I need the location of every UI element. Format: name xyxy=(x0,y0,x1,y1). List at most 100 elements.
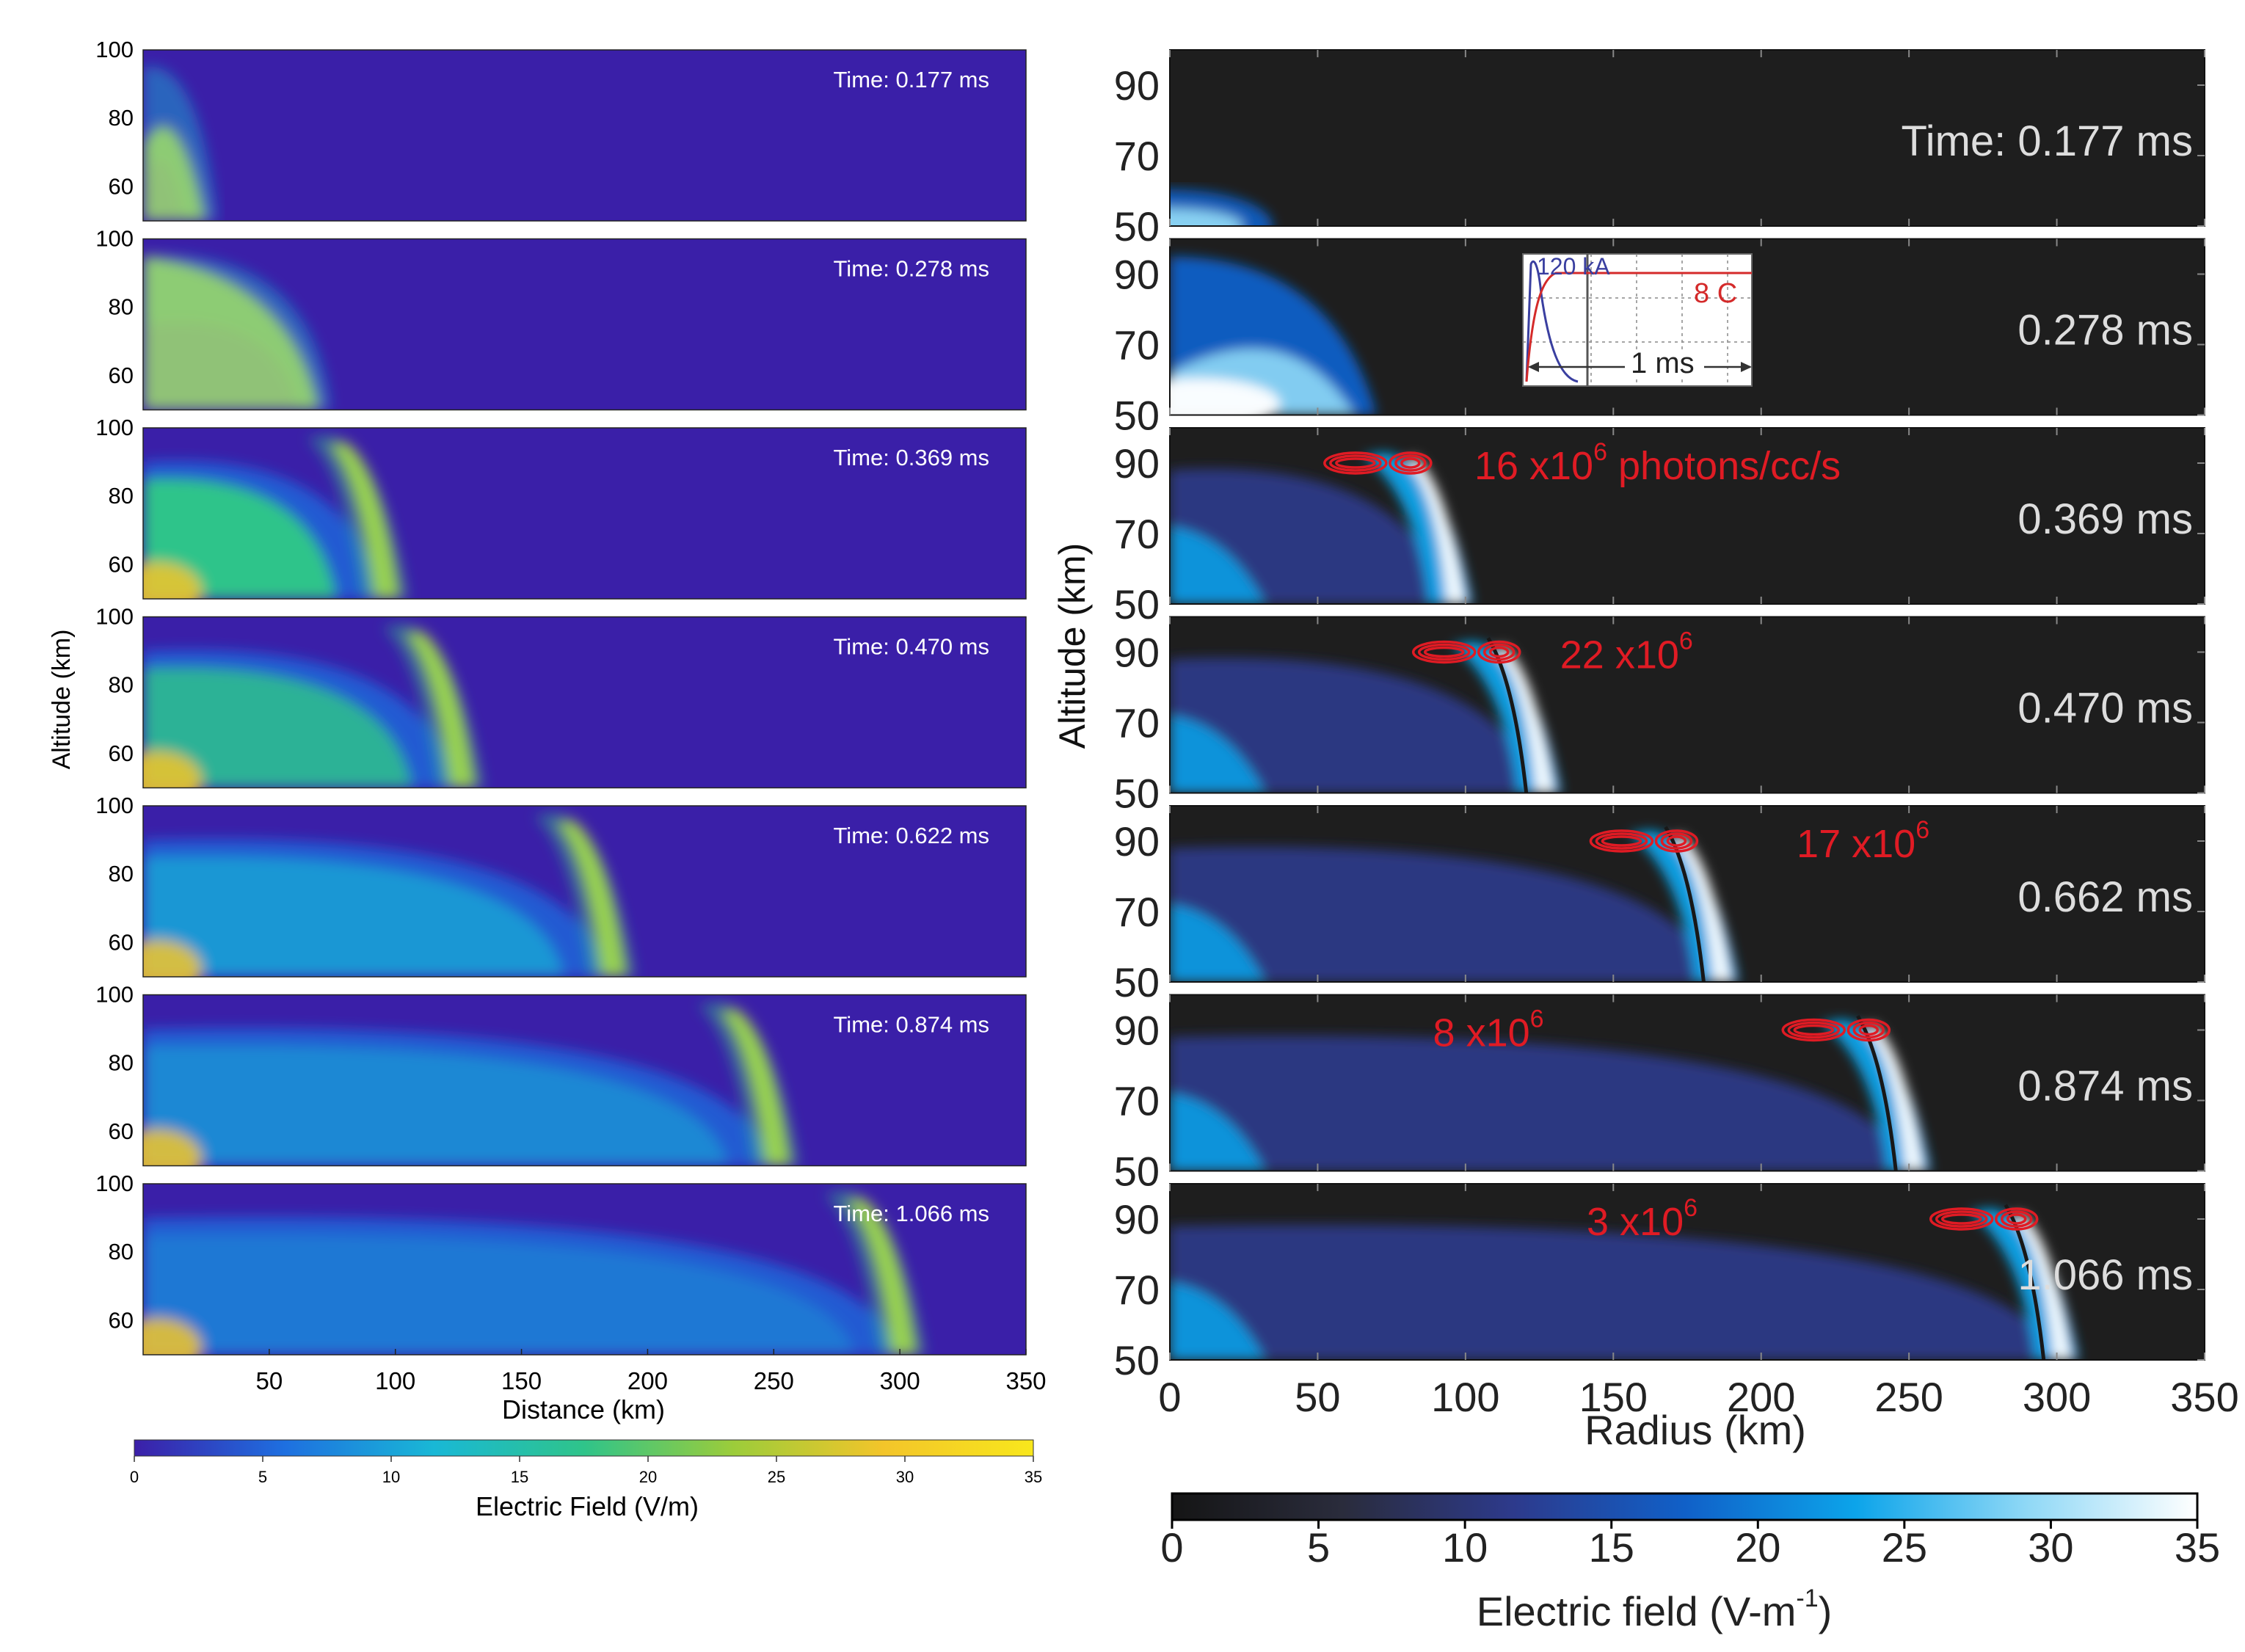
right-cb-tick: 35 xyxy=(2175,1524,2220,1571)
left-panel xyxy=(143,806,1026,977)
right-panel xyxy=(1170,994,2205,1171)
left-x-axis-label: Distance (km) xyxy=(502,1394,665,1424)
left-time-label: Time: 0.369 ms xyxy=(834,445,989,470)
field-glow xyxy=(1170,189,1273,226)
left-y-tick: 60 xyxy=(109,173,134,199)
left-y-axis-label: Altitude (km) xyxy=(48,630,76,770)
right-x-tick: 100 xyxy=(1431,1374,1499,1420)
left-x-tick: 250 xyxy=(754,1367,794,1394)
right-x-tick: 50 xyxy=(1295,1374,1340,1420)
inset-charge-curve xyxy=(1525,272,1752,382)
field-glow xyxy=(1170,641,1562,793)
field-glow xyxy=(1170,452,1473,604)
right-time-label: 1.066 ms xyxy=(2017,1251,2193,1299)
right-time-label: 0.874 ms xyxy=(2017,1063,2193,1110)
left-x-tick: 300 xyxy=(880,1367,920,1394)
left-y-tick: 80 xyxy=(109,294,134,320)
inset-current-label: 120 kA xyxy=(1537,253,1610,280)
right-x-tick: 350 xyxy=(2170,1374,2238,1420)
right-panel xyxy=(1170,50,2205,226)
inset-duration-label: 1 ms xyxy=(1631,347,1695,379)
right-colorbar-ticks: 0 5 10 15 20 25 30 35 xyxy=(1160,1520,2220,1571)
left-y-tick: 100 xyxy=(95,982,134,1008)
left-cb-tick: 0 xyxy=(130,1468,139,1486)
field-glow xyxy=(1170,256,1377,415)
right-colorbar-label-exp: -1 xyxy=(1796,1584,1818,1612)
left-panel xyxy=(143,616,1026,788)
annotation-base: 8 x10 xyxy=(1433,1011,1530,1055)
left-colorbar-label: Electric Field (V/m) xyxy=(476,1491,699,1521)
left-y-tick: 100 xyxy=(95,37,134,62)
field-glow xyxy=(143,255,331,410)
left-time-label: Time: 0.470 ms xyxy=(834,634,989,660)
right-panel xyxy=(1170,616,2205,793)
field-glow xyxy=(1170,830,1739,982)
annotation-exp: 6 xyxy=(1679,627,1693,655)
left-y-tick: 60 xyxy=(109,363,134,388)
annotation-base: 3 x10 xyxy=(1587,1200,1684,1244)
annotation-suffix: photons/cc/s xyxy=(1607,444,1841,488)
inset-arrow-head-left xyxy=(1528,362,1539,372)
left-x-tick: 200 xyxy=(627,1367,668,1394)
emission-contours xyxy=(1929,1207,2039,1231)
photon-rate-annotation: 17 x106 xyxy=(1797,816,1929,866)
left-panel xyxy=(143,50,1026,221)
left-time-label: Time: 0.622 ms xyxy=(834,823,989,848)
right-axes: 5070905070905070905070905070905070905070… xyxy=(1114,50,2239,1420)
right-panel xyxy=(1170,428,2205,604)
right-time-label: 0.662 ms xyxy=(2017,873,2193,921)
right-y-tick: 70 xyxy=(1114,133,1160,179)
right-y-tick: 50 xyxy=(1114,1337,1160,1383)
right-time-label: 0.369 ms xyxy=(2017,495,2193,543)
left-y-tick: 60 xyxy=(109,551,134,577)
right-y-tick: 50 xyxy=(1114,959,1160,1005)
right-colorbar-label: Electric field (V-m-1) xyxy=(1477,1584,1833,1634)
right-panel xyxy=(1170,1184,2205,1360)
annotation-base: 16 x10 xyxy=(1474,444,1593,488)
annotation-exp: 6 xyxy=(1915,816,1929,844)
left-time-label: Time: 1.066 ms xyxy=(834,1201,989,1226)
left-time-label: Time: 0.278 ms xyxy=(834,256,989,282)
right-y-tick: 50 xyxy=(1114,393,1160,439)
left-panel xyxy=(143,239,1026,410)
left-y-tick: 100 xyxy=(95,1171,134,1196)
field-glow xyxy=(1170,1208,2079,1360)
left-x-tick: 150 xyxy=(501,1367,542,1394)
emission-contours xyxy=(1411,640,1521,664)
right-y-axis-label: Altitude (km) xyxy=(1052,543,1093,749)
right-time-label: 0.470 ms xyxy=(2017,685,2193,732)
inset-charge-label: 8 C xyxy=(1694,278,1737,309)
right-time-label: 0.278 ms xyxy=(2017,307,2193,354)
left-y-tick: 100 xyxy=(95,226,134,252)
field-glow xyxy=(143,434,409,599)
field-glow xyxy=(143,812,636,977)
right-time-label: Time: 0.177 ms xyxy=(1901,117,2193,165)
right-x-tick: 300 xyxy=(2023,1374,2091,1420)
field-glow xyxy=(143,1190,926,1355)
field-glow xyxy=(1170,1019,1932,1171)
right-cb-tick: 0 xyxy=(1160,1524,1183,1571)
right-cb-tick: 20 xyxy=(1735,1524,1780,1571)
left-panel xyxy=(143,994,1026,1166)
photon-rate-annotation: 8 x106 xyxy=(1433,1005,1544,1055)
right-y-tick: 50 xyxy=(1114,1149,1160,1195)
right-y-tick: 50 xyxy=(1114,581,1160,627)
left-y-tick: 100 xyxy=(95,415,134,440)
right-y-tick: 90 xyxy=(1114,62,1160,109)
left-y-tick: 100 xyxy=(95,793,134,818)
right-colorbar-label-end: ) xyxy=(1819,1588,1833,1634)
field-glow xyxy=(143,66,217,221)
panel-background xyxy=(143,50,1026,221)
left-y-tick: 60 xyxy=(109,741,134,766)
inset-arrow-head-right xyxy=(1741,362,1752,372)
right-y-tick: 90 xyxy=(1114,1196,1160,1242)
right-y-tick: 70 xyxy=(1114,700,1160,746)
right-colorbar-label-base: Electric field (V-m xyxy=(1477,1588,1797,1634)
photon-rate-annotation: 16 x106 photons/cc/s xyxy=(1474,438,1841,488)
left-x-tick: 100 xyxy=(375,1367,415,1394)
inset-grid xyxy=(1523,254,1752,386)
left-panels: Time: 0.177 ms Time: 0.278 ms Time: 0.369 … xyxy=(142,49,1027,1356)
inset-current-curve xyxy=(1525,260,1579,383)
